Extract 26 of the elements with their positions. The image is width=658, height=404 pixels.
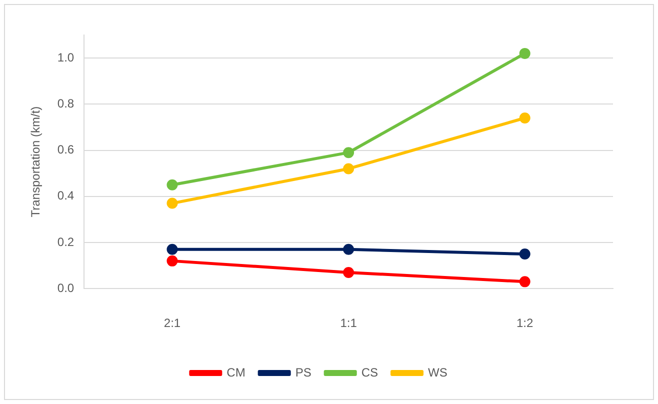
legend-label: CS xyxy=(361,365,378,380)
point xyxy=(343,163,354,174)
y-tick-label: 0.6 xyxy=(57,142,74,157)
point xyxy=(519,48,530,59)
point xyxy=(343,147,354,158)
legend-label: PS xyxy=(295,365,312,380)
legend-label: CM xyxy=(226,365,246,380)
point xyxy=(166,179,178,190)
point xyxy=(166,198,178,209)
y-tick-label: 0.2 xyxy=(57,234,74,249)
point xyxy=(343,266,354,278)
point xyxy=(519,276,530,288)
point xyxy=(166,255,178,266)
x-tick-label: 2:1 xyxy=(164,316,181,330)
y-tick-label: 0.8 xyxy=(57,96,74,110)
y-tick-label: 1.0 xyxy=(57,50,74,64)
y-tick-label: 0.0 xyxy=(57,280,74,295)
x-tick-label: 1:2 xyxy=(516,316,534,330)
x-tick-label: 1:1 xyxy=(340,316,358,330)
y-axis-title: Transportation (km/t) xyxy=(28,106,43,218)
legend-label: WS xyxy=(428,365,448,380)
y-tick-label: 0.4 xyxy=(57,188,74,203)
point xyxy=(519,112,530,124)
point xyxy=(343,244,354,255)
point xyxy=(519,248,530,260)
point xyxy=(166,244,178,255)
